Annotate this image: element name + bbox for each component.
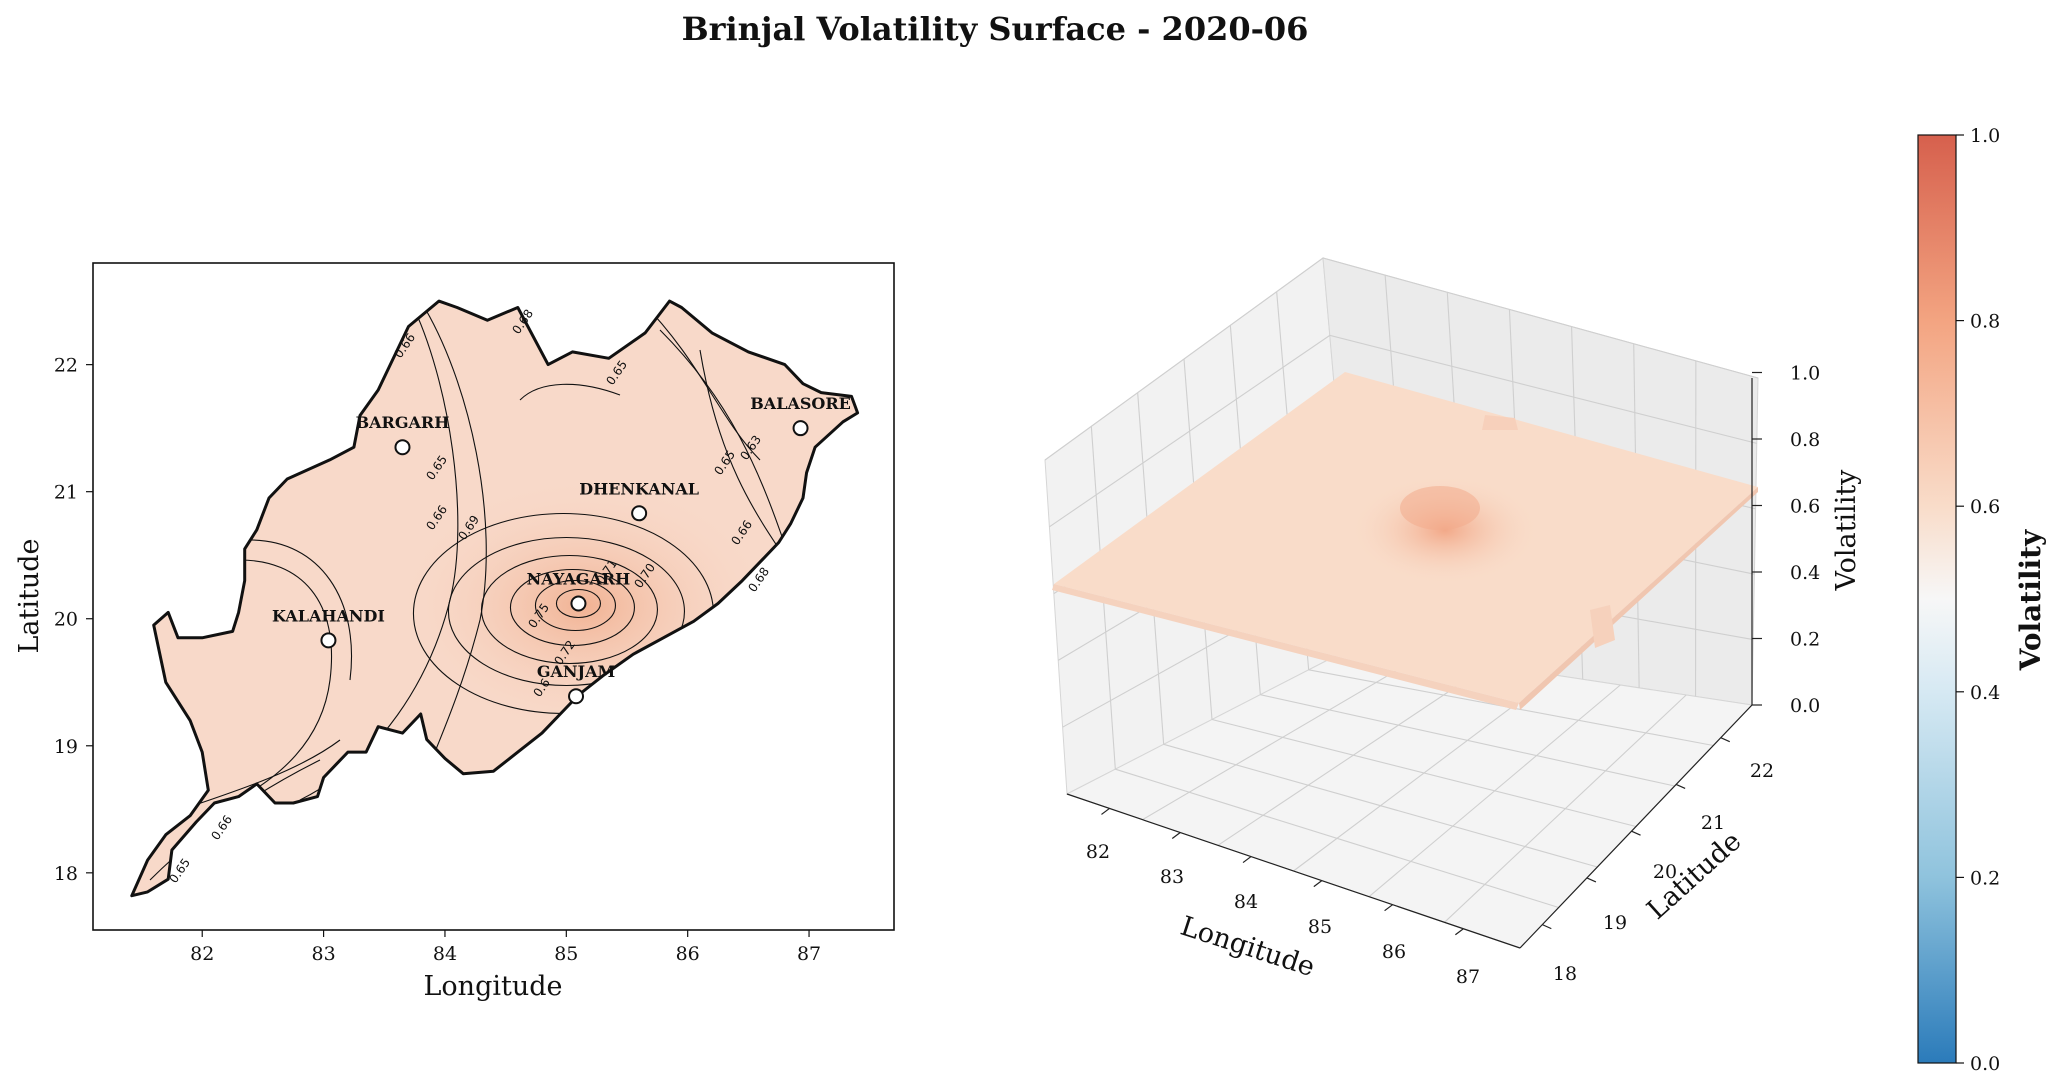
city-label: DHENKANAL	[579, 479, 699, 498]
colorbar-label: Volatility	[2014, 529, 2047, 671]
contour-ring	[534, 579, 617, 632]
colorbar-tick-label: 0.8	[1970, 311, 2000, 333]
z-ticks: 0.0 0.2 0.4 0.6 0.8 1.0	[1752, 363, 1820, 717]
map-panel: 0.650.66 0.690.700.720.750.710.680.630.65…	[14, 262, 895, 1002]
x-tick-3d	[1171, 832, 1181, 839]
contour-line	[249, 539, 352, 681]
map-x-label: Longitude	[424, 971, 563, 1002]
x-tick-label-3d: 85	[1308, 916, 1332, 938]
z-tick-label: 0.4	[1790, 562, 1820, 584]
surface-panel: 0.0 0.2 0.4 0.6 0.8 1.0 Volatility 82 83 84 85 86…	[1044, 257, 1862, 988]
grid-line	[1049, 334, 1757, 528]
map-y-label: Latitude	[14, 538, 45, 653]
colorbar-tick-label: 0.0	[1970, 1053, 2000, 1075]
contour-lines	[149, 301, 801, 881]
surface-step	[1590, 605, 1615, 648]
city-marker	[631, 505, 648, 522]
z-tick-label: 0.2	[1790, 629, 1820, 651]
x-tick-3d	[1455, 928, 1464, 936]
colorbar-tick-label: 0.6	[1970, 496, 2000, 518]
contour-ring	[555, 588, 602, 619]
x-tick-label: 84	[433, 943, 457, 965]
y-tick-3d	[1720, 737, 1731, 743]
city-markers: BARGARH BALASORE DHENKANAL NAYAGARH KALAHAND…	[272, 394, 851, 705]
city-label: BARGARH	[356, 413, 450, 432]
x-tick-label: 86	[676, 943, 700, 965]
y-tick-label: 20	[54, 609, 78, 631]
z-tick-label: 0.8	[1790, 429, 1820, 451]
x-tick-label-3d: 83	[1160, 866, 1184, 888]
surface-side-edge	[1519, 487, 1758, 710]
city-marker	[792, 420, 809, 437]
y-tick-label-3d: 21	[1701, 812, 1725, 834]
city-marker	[394, 439, 411, 456]
state-outline	[130, 299, 860, 898]
city-marker	[570, 595, 587, 612]
y-tick-label-3d: 22	[1750, 760, 1774, 782]
y-tick-label: 21	[54, 482, 78, 504]
city-marker	[568, 688, 585, 705]
colorbar-tick-label: 0.2	[1970, 867, 2000, 889]
city-label: NAYAGARH	[527, 569, 631, 588]
contour-line	[519, 383, 621, 401]
x-tick-label-3d: 84	[1234, 891, 1258, 913]
y-tick-label-3d: 18	[1553, 963, 1577, 985]
y-tick-3d	[1675, 783, 1686, 789]
figure-title: Brinjal Volatility Surface - 2020-06	[682, 10, 1309, 48]
y-tick-label: 19	[54, 736, 78, 758]
city-marker	[320, 632, 337, 649]
x-tick-label: 85	[554, 943, 578, 965]
y-tick-3d	[1631, 830, 1641, 836]
contour-line	[659, 329, 791, 561]
colorbar-tick-label: 1.0	[1970, 125, 2000, 147]
contour-ring	[447, 536, 686, 687]
x-axis-line	[1066, 793, 1521, 949]
y-tick-label-3d: 19	[1603, 912, 1627, 934]
surface-peak-core	[1400, 486, 1480, 530]
grid-line	[1044, 257, 1759, 461]
x-tick-label-3d: 86	[1382, 941, 1406, 963]
colorbar-tick-label: 0.4	[1970, 682, 2000, 704]
x-ticks-3d: 82 83 84 85 86 87	[1086, 807, 1480, 988]
map-y-ticks: 18 19 20 21 22	[54, 355, 93, 885]
contour-line	[179, 739, 341, 811]
city-label: BALASORE	[750, 394, 851, 413]
city-label: KALAHANDI	[272, 606, 385, 625]
z-axis-label: Volatility	[1831, 469, 1862, 592]
y-axis-line	[1519, 704, 1753, 949]
y-tick-label: 18	[54, 863, 78, 885]
x-tick-3d	[1313, 880, 1323, 888]
contour-line	[419, 301, 487, 791]
x-tick-label-3d: 87	[1456, 966, 1480, 988]
x-tick-label: 82	[190, 943, 214, 965]
y-tick-label-3d: 20	[1653, 861, 1677, 883]
x-tick-3d	[1384, 904, 1393, 912]
x-tick-3d	[1101, 807, 1110, 815]
y-tick-3d	[1542, 924, 1552, 930]
surface-bump	[1482, 415, 1518, 430]
y-tick-label: 22	[54, 355, 78, 377]
colorbar: 0.0 0.2 0.4 0.6 0.8 1.0 Volatility	[1917, 125, 2047, 1075]
contour-line	[239, 559, 332, 801]
city-label: GANJAM	[537, 662, 615, 681]
z-tick-label: 0.6	[1790, 496, 1820, 518]
x-tick-3d	[1242, 856, 1252, 864]
z-tick-label: 0.0	[1790, 695, 1820, 717]
z-tick-label: 1.0	[1790, 363, 1820, 385]
colorbar-ticks: 0.0 0.2 0.4 0.6 0.8 1.0	[1956, 125, 2000, 1075]
map-x-ticks: 82 83 84 85 86 87	[190, 930, 821, 965]
y-tick-3d	[1586, 877, 1597, 883]
x-tick-label: 87	[797, 943, 821, 965]
x-tick-label: 83	[311, 943, 335, 965]
x-tick-label-3d: 82	[1086, 841, 1110, 863]
x-axis-label-3d: Longitude	[1177, 911, 1319, 983]
contour-ring	[509, 568, 636, 647]
y-ticks-3d: 18 19 20 21 22	[1542, 737, 1774, 985]
surface-front-edge	[1052, 584, 1519, 710]
surface-peak	[1350, 475, 1540, 585]
colorbar-gradient	[1917, 134, 1957, 1064]
